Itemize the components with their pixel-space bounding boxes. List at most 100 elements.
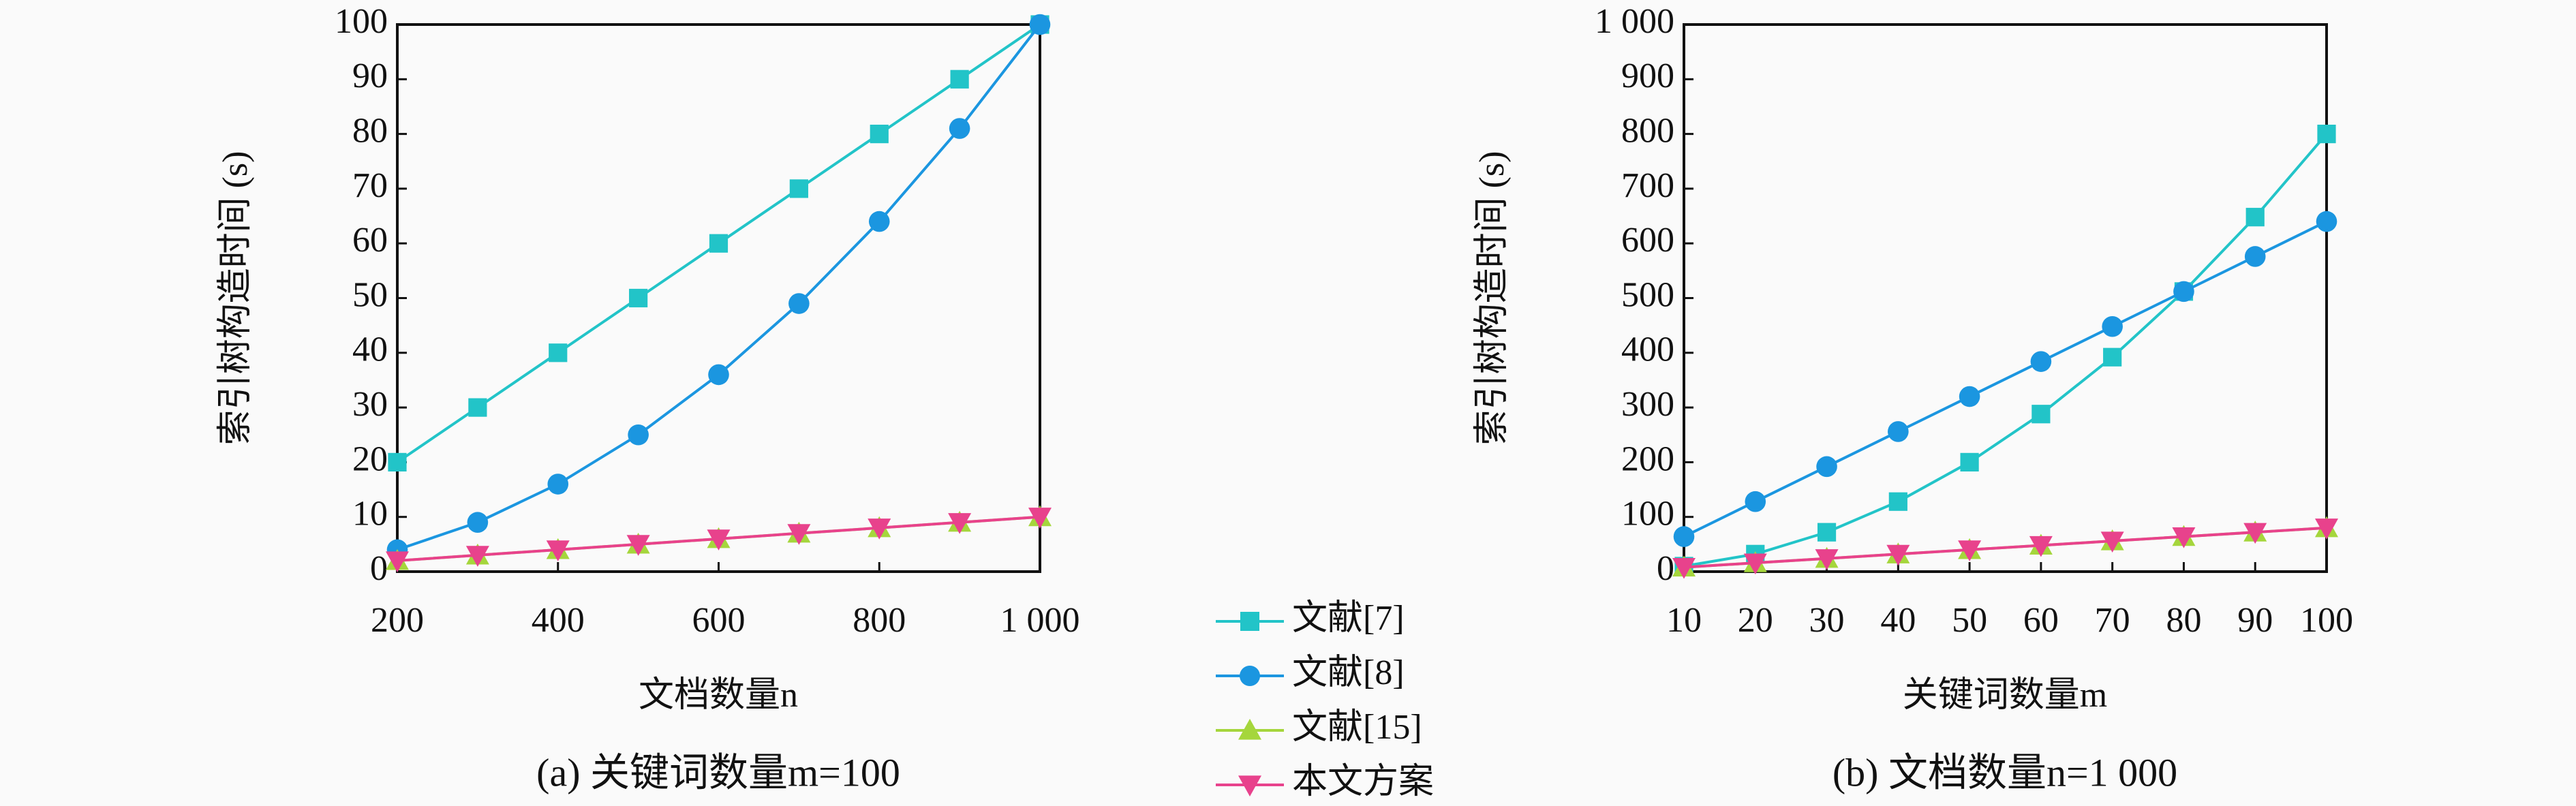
marker: [626, 535, 650, 556]
marker: [388, 452, 407, 471]
marker: [547, 474, 569, 495]
marker: [1815, 549, 1839, 570]
marker: [2245, 208, 2265, 227]
marker: [948, 513, 972, 534]
marker: [788, 293, 810, 314]
marker: [2030, 351, 2052, 372]
marker: [1888, 421, 1909, 442]
series-line: [397, 23, 1041, 551]
x-tick-label: 100: [2300, 601, 2353, 640]
series-line: [1683, 526, 2327, 569]
series-line: [1683, 133, 2328, 568]
y-tick-label: 400: [1621, 330, 1674, 369]
x-tick-label: 80: [2166, 601, 2201, 640]
y-tick-label: 80: [352, 112, 388, 151]
marker: [628, 424, 649, 446]
marker: [870, 125, 889, 144]
plot-frame: [1683, 23, 2328, 573]
marker: [1028, 508, 1052, 529]
series-line: [1683, 220, 2327, 538]
x-tick-label: 400: [532, 601, 585, 640]
y-tick-label: 30: [352, 385, 388, 424]
marker: [1673, 526, 1695, 547]
x-tick-label: 20: [1738, 601, 1773, 640]
x-tick-label: 200: [371, 601, 424, 640]
x-tick-label: 70: [2095, 601, 2130, 640]
marker: [467, 512, 489, 533]
y-tick-label: 1 000: [1595, 2, 1674, 41]
x-tick-label: 60: [2023, 601, 2059, 640]
marker: [1745, 491, 1766, 512]
y-tick-label: 0: [1657, 549, 1674, 588]
marker: [2100, 531, 2124, 553]
y-tick-label: 600: [1621, 221, 1674, 260]
x-axis-label: 关键词数量m: [1903, 676, 2107, 715]
marker: [2172, 527, 2196, 548]
marker: [2317, 125, 2336, 144]
marker: [950, 69, 969, 89]
y-axis-label: 索引树构造时间 (s): [216, 151, 255, 446]
y-tick-label: 200: [1621, 439, 1674, 478]
y-tick-label: 0: [370, 549, 388, 588]
legend-label: 文献[8]: [1292, 653, 1405, 692]
y-tick-label: 100: [335, 2, 388, 41]
marker: [868, 211, 890, 232]
marker: [707, 529, 731, 551]
y-tick-label: 60: [352, 221, 388, 260]
y-tick-label: 10: [352, 495, 388, 533]
x-tick-label: 50: [1952, 601, 1987, 640]
y-tick-label: 300: [1621, 385, 1674, 424]
y-tick-label: 50: [352, 275, 388, 314]
y-tick-label: 40: [352, 330, 388, 369]
y-axis-label: 索引树构造时间 (s): [1473, 151, 1512, 446]
marker: [1672, 557, 1696, 579]
caption: (a) 关键词数量m=100: [536, 750, 900, 794]
marker: [2316, 211, 2337, 232]
legend-marker: [1238, 719, 1261, 740]
marker: [2102, 315, 2123, 337]
y-tick-label: 800: [1621, 112, 1674, 151]
caption: (b) 文档数量n=1 000: [1833, 750, 2177, 794]
marker: [1958, 540, 1982, 561]
x-tick-label: 10: [1666, 601, 1702, 640]
marker: [386, 551, 409, 572]
legend-marker: [1240, 666, 1260, 686]
marker: [787, 524, 811, 545]
marker: [2315, 518, 2338, 540]
x-tick-label: 40: [1880, 601, 1916, 640]
marker: [1886, 544, 1910, 566]
marker: [2244, 246, 2266, 267]
y-tick-label: 700: [1621, 166, 1674, 205]
x-axis-label: 文档数量n: [639, 676, 798, 715]
y-tick-label: 100: [1621, 495, 1674, 533]
marker: [1029, 14, 1051, 35]
marker: [1817, 523, 1837, 542]
marker: [1959, 386, 1980, 407]
marker: [2173, 281, 2194, 303]
marker: [1960, 452, 1979, 471]
marker: [468, 398, 487, 417]
marker: [2031, 405, 2051, 424]
y-tick-label: 20: [352, 439, 388, 478]
legend-label: 本文方案: [1292, 762, 1434, 801]
marker: [1888, 492, 1907, 511]
marker: [2243, 523, 2267, 544]
y-tick-label: 90: [352, 57, 388, 95]
marker: [1743, 553, 1767, 575]
y-tick-label: 900: [1621, 57, 1674, 95]
marker: [2029, 536, 2053, 557]
marker: [709, 234, 729, 253]
marker: [868, 518, 891, 540]
x-tick-label: 30: [1809, 601, 1845, 640]
legend-marker: [1238, 775, 1261, 796]
x-tick-label: 800: [853, 601, 906, 640]
marker: [2103, 347, 2122, 367]
marker: [949, 118, 970, 139]
legend-label: 文献[15]: [1292, 708, 1422, 747]
x-tick-label: 600: [692, 601, 746, 640]
marker: [465, 546, 489, 567]
x-tick-label: 1 000: [1000, 601, 1080, 640]
legend-marker: [1240, 612, 1259, 631]
